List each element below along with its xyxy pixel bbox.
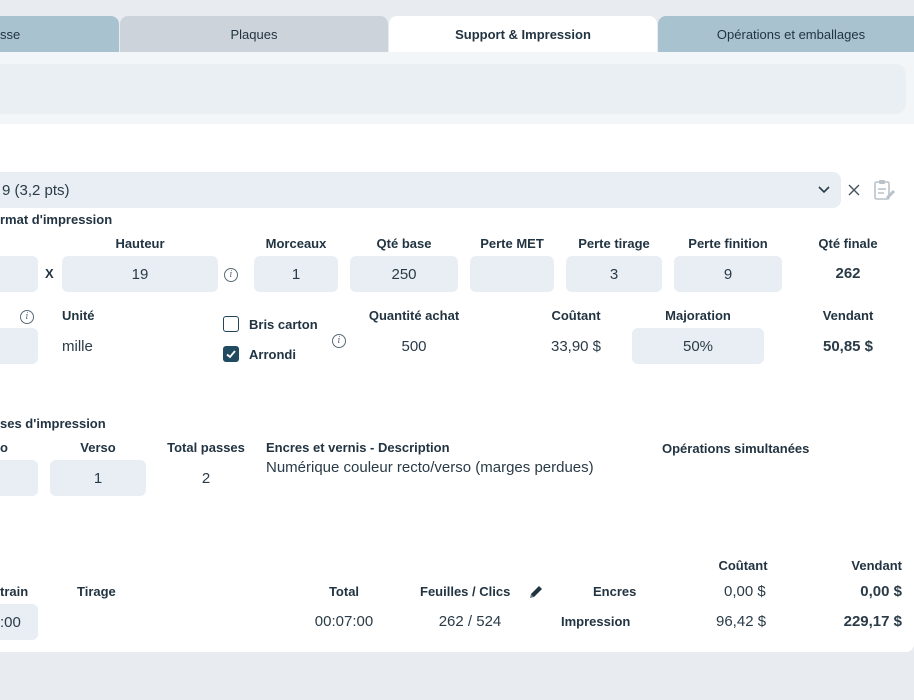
quantite-achat-value: 500 [401, 338, 427, 355]
vendant-label: Vendant [822, 308, 874, 323]
close-icon[interactable] [848, 184, 860, 196]
qte-base-field[interactable]: 250 [350, 256, 458, 292]
perte-finition-value: 9 [723, 265, 733, 283]
tab-operations-emballages[interactable]: Opérations et emballages [658, 16, 914, 52]
info-icon[interactable]: i [224, 268, 238, 282]
format-section-title: rmat d'impression [0, 212, 113, 227]
unite-value: mille [62, 338, 93, 355]
feuilles-clics-label: Feuilles / Clics [420, 584, 511, 599]
perte-tirage-label: Perte tirage [578, 236, 650, 251]
majoration-value: 50% [682, 337, 714, 355]
recto-field[interactable] [0, 460, 38, 496]
perte-met-label: Perte MET [480, 236, 544, 251]
morceaux-label: Morceaux [265, 236, 327, 251]
perte-finition-field[interactable]: 9 [674, 256, 782, 292]
train-label: train [0, 584, 29, 599]
qte-finale-value: 262 [835, 265, 861, 282]
times-separator: X [45, 266, 54, 281]
encres-label: Encres et vernis - Description [266, 440, 450, 455]
coutant-header: Coûtant [718, 558, 768, 573]
bris-carton-checkbox[interactable] [223, 316, 239, 332]
tab-label: Support & Impression [455, 26, 591, 42]
perte-tirage-value: 3 [609, 265, 619, 283]
tirage-label: Tirage [77, 584, 116, 599]
checkmark-icon [226, 350, 236, 359]
tab-plaques[interactable]: Plaques [120, 16, 388, 52]
unite-label: Unité [62, 308, 95, 323]
vendant-header: Vendant [851, 558, 902, 573]
clipboard-icon[interactable] [872, 179, 896, 201]
impression-row-coutant: 96,42 $ [716, 613, 767, 630]
recto-label: o [0, 440, 8, 455]
coutant-label: Coûtant [551, 308, 601, 323]
arrondi-checkbox[interactable] [223, 346, 239, 362]
qte-base-label: Qté base [376, 236, 432, 251]
operations-simultanees-label: Opérations simultanées [662, 441, 810, 456]
passes-section-title: ses d'impression [0, 416, 106, 431]
total-value: 00:07:00 [314, 613, 374, 630]
coutant-value: 33,90 $ [550, 338, 602, 355]
encres-row-label: Encres [593, 584, 637, 599]
tab-adresse[interactable]: sse [0, 16, 119, 52]
quantite-achat-label: Quantité achat [368, 308, 460, 323]
hauteur-field[interactable]: 19 [62, 256, 218, 292]
encres-row-coutant: 0,00 $ [724, 583, 766, 600]
arrondi-label: Arrondi [249, 347, 296, 362]
majoration-field[interactable]: 50% [632, 328, 764, 364]
verso-field[interactable]: 1 [50, 460, 146, 496]
verso-label: Verso [80, 440, 116, 455]
perte-met-field[interactable] [470, 256, 554, 292]
bris-carton-label: Bris carton [249, 317, 318, 332]
pencil-icon[interactable] [528, 584, 544, 600]
perte-finition-label: Perte finition [688, 236, 768, 251]
paper-select-value: 9 (3,2 pts) [2, 181, 70, 199]
verso-value: 1 [93, 469, 103, 487]
impression-row-vendant: 229,17 $ [843, 613, 902, 630]
total-passes-value: 2 [201, 470, 211, 487]
qte-finale-label: Qté finale [818, 236, 878, 251]
encres-row-vendant: 0,00 $ [860, 583, 902, 600]
perte-tirage-field[interactable]: 3 [566, 256, 662, 292]
majoration-label: Majoration [665, 308, 731, 323]
paper-select[interactable]: 9 (3,2 pts) [0, 172, 841, 208]
tab-support-impression[interactable]: Support & Impression [389, 16, 657, 52]
tab-label: Plaques [230, 26, 278, 42]
train-value: :00 [0, 613, 21, 631]
total-label: Total [328, 584, 360, 599]
total-passes-label: Total passes [167, 440, 245, 455]
encres-description: Numérique couleur recto/verso (marges pe… [266, 459, 594, 476]
info-icon[interactable]: i [20, 310, 34, 324]
vendant-value: 50,85 $ [822, 338, 874, 355]
hauteur-label: Hauteur [115, 236, 165, 251]
impression-row-label: Impression [561, 614, 631, 629]
hauteur-value: 19 [131, 265, 149, 283]
feuilles-clics-value: 262 / 524 [438, 613, 502, 630]
tab-label: sse [0, 26, 21, 42]
largeur-field[interactable] [0, 256, 38, 292]
morceaux-field[interactable]: 1 [254, 256, 338, 292]
tab-label: Opérations et emballages [716, 26, 866, 42]
chevron-down-icon [818, 186, 830, 194]
main-panel [0, 124, 914, 652]
qte-base-value: 250 [391, 265, 417, 283]
papier-field[interactable] [0, 328, 38, 364]
morceaux-value: 1 [291, 265, 301, 283]
description-field[interactable] [0, 64, 906, 114]
train-field[interactable]: :00 [0, 604, 38, 640]
info-icon[interactable]: i [332, 334, 346, 348]
